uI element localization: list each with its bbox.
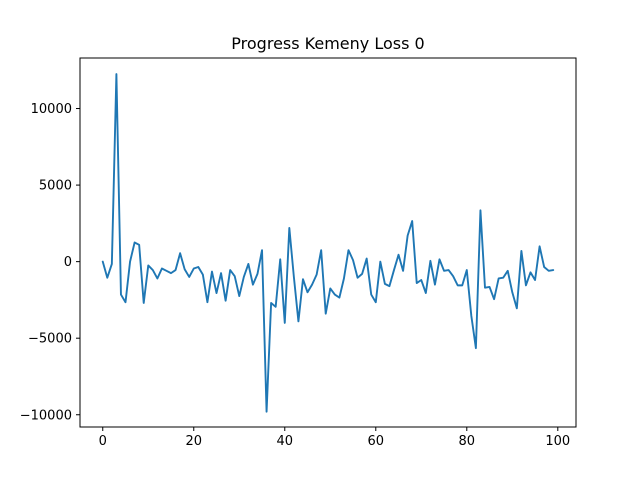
y-tick-label: −10000 [20,408,72,423]
y-tick-label: 5000 [39,179,72,194]
y-tick-label: −5000 [28,332,72,347]
x-tick-label: 0 [99,434,107,449]
y-tick-label: 10000 [31,102,72,117]
series-line [101,73,555,413]
axis-ticks: 0 20 40 60 80 100 −10000 −5000 0 5000 10000 [20,102,570,449]
axes-frame [79,57,577,428]
x-tick-label: 100 [545,434,570,449]
chart-title: Progress Kemeny Loss 0 [231,34,424,53]
y-tick-label: 0 [64,255,72,270]
x-tick-label: 80 [459,434,476,449]
x-tick-label: 20 [185,434,202,449]
x-tick-label: 60 [368,434,385,449]
x-tick-label: 40 [276,434,293,449]
